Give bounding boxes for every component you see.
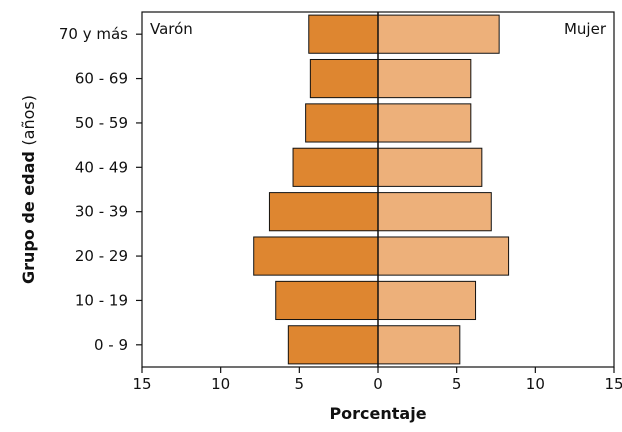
y-tick-label: 40 - 49 <box>75 158 128 176</box>
x-axis-title: Porcentaje <box>329 404 426 423</box>
male-bar <box>292 147 379 187</box>
x-tick-label: 10 <box>211 375 230 393</box>
male-bar <box>287 325 379 365</box>
female-bar <box>377 58 472 99</box>
female-bar <box>377 325 461 365</box>
y-axis-title: Grupo de edad (años) <box>19 95 38 284</box>
x-tick-label: 15 <box>132 375 151 393</box>
female-bar <box>377 280 477 321</box>
y-tick-label: 70 y más <box>59 25 128 43</box>
x-tick-label: 10 <box>526 375 545 393</box>
y-tick-label: 20 - 29 <box>75 247 128 265</box>
y-tick-label: 10 - 19 <box>75 291 128 309</box>
male-bar <box>268 192 379 232</box>
female-bar <box>377 103 472 143</box>
female-bar <box>377 147 483 187</box>
x-axis-ticks: 15 10 5 0 5 10 15 <box>132 367 622 393</box>
x-tick-label: 5 <box>452 375 462 393</box>
male-bar <box>309 58 379 99</box>
y-tick-label: 60 - 69 <box>75 70 128 88</box>
male-bars <box>253 14 379 365</box>
x-tick-label: 15 <box>604 375 622 393</box>
female-bar <box>377 192 492 232</box>
y-tick-label: 30 - 39 <box>75 203 128 221</box>
male-bar <box>275 280 379 321</box>
male-bar <box>253 236 379 276</box>
y-axis-ticks: 0 - 9 10 - 19 20 - 29 30 - 39 40 - 49 50 - 59… <box>59 25 142 354</box>
female-bar <box>377 236 510 276</box>
x-tick-label: 5 <box>295 375 305 393</box>
female-bar <box>377 14 500 54</box>
female-bars <box>377 14 510 365</box>
female-series-label: Mujer <box>564 20 607 38</box>
y-tick-label: 50 - 59 <box>75 114 128 132</box>
male-bar <box>305 103 379 143</box>
male-series-label: Varón <box>150 20 193 38</box>
x-tick-label: 0 <box>373 375 383 393</box>
y-tick-label: 0 - 9 <box>94 336 128 354</box>
male-bar <box>308 14 379 54</box>
